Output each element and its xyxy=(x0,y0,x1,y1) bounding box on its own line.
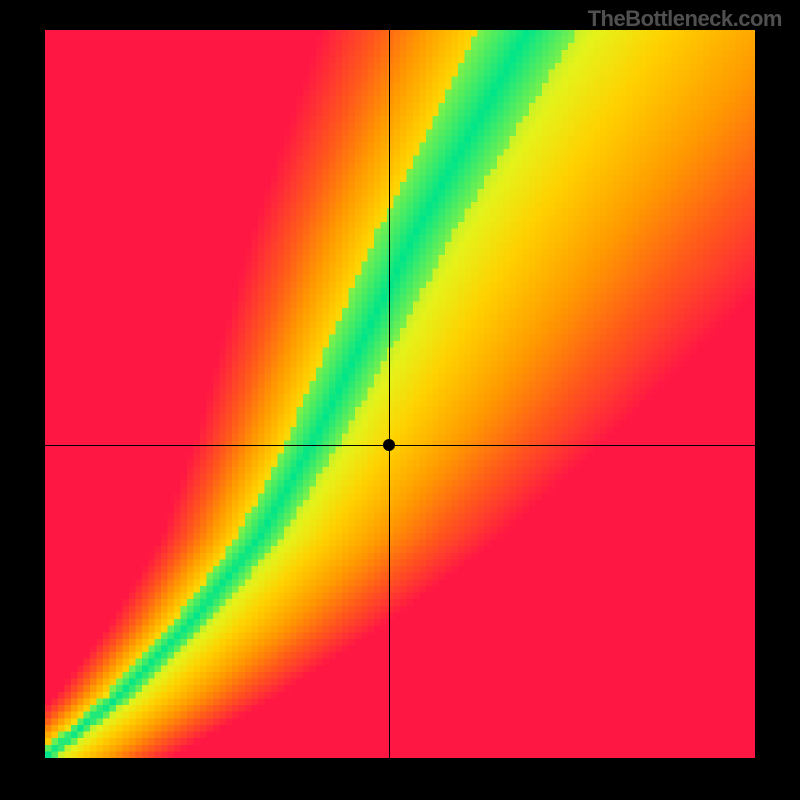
watermark-text: TheBottleneck.com xyxy=(588,6,782,32)
bottleneck-heatmap xyxy=(45,30,755,758)
selected-point-marker xyxy=(383,439,395,451)
crosshair-vertical xyxy=(389,30,390,758)
crosshair-horizontal xyxy=(45,445,755,446)
heatmap-canvas xyxy=(45,30,755,758)
